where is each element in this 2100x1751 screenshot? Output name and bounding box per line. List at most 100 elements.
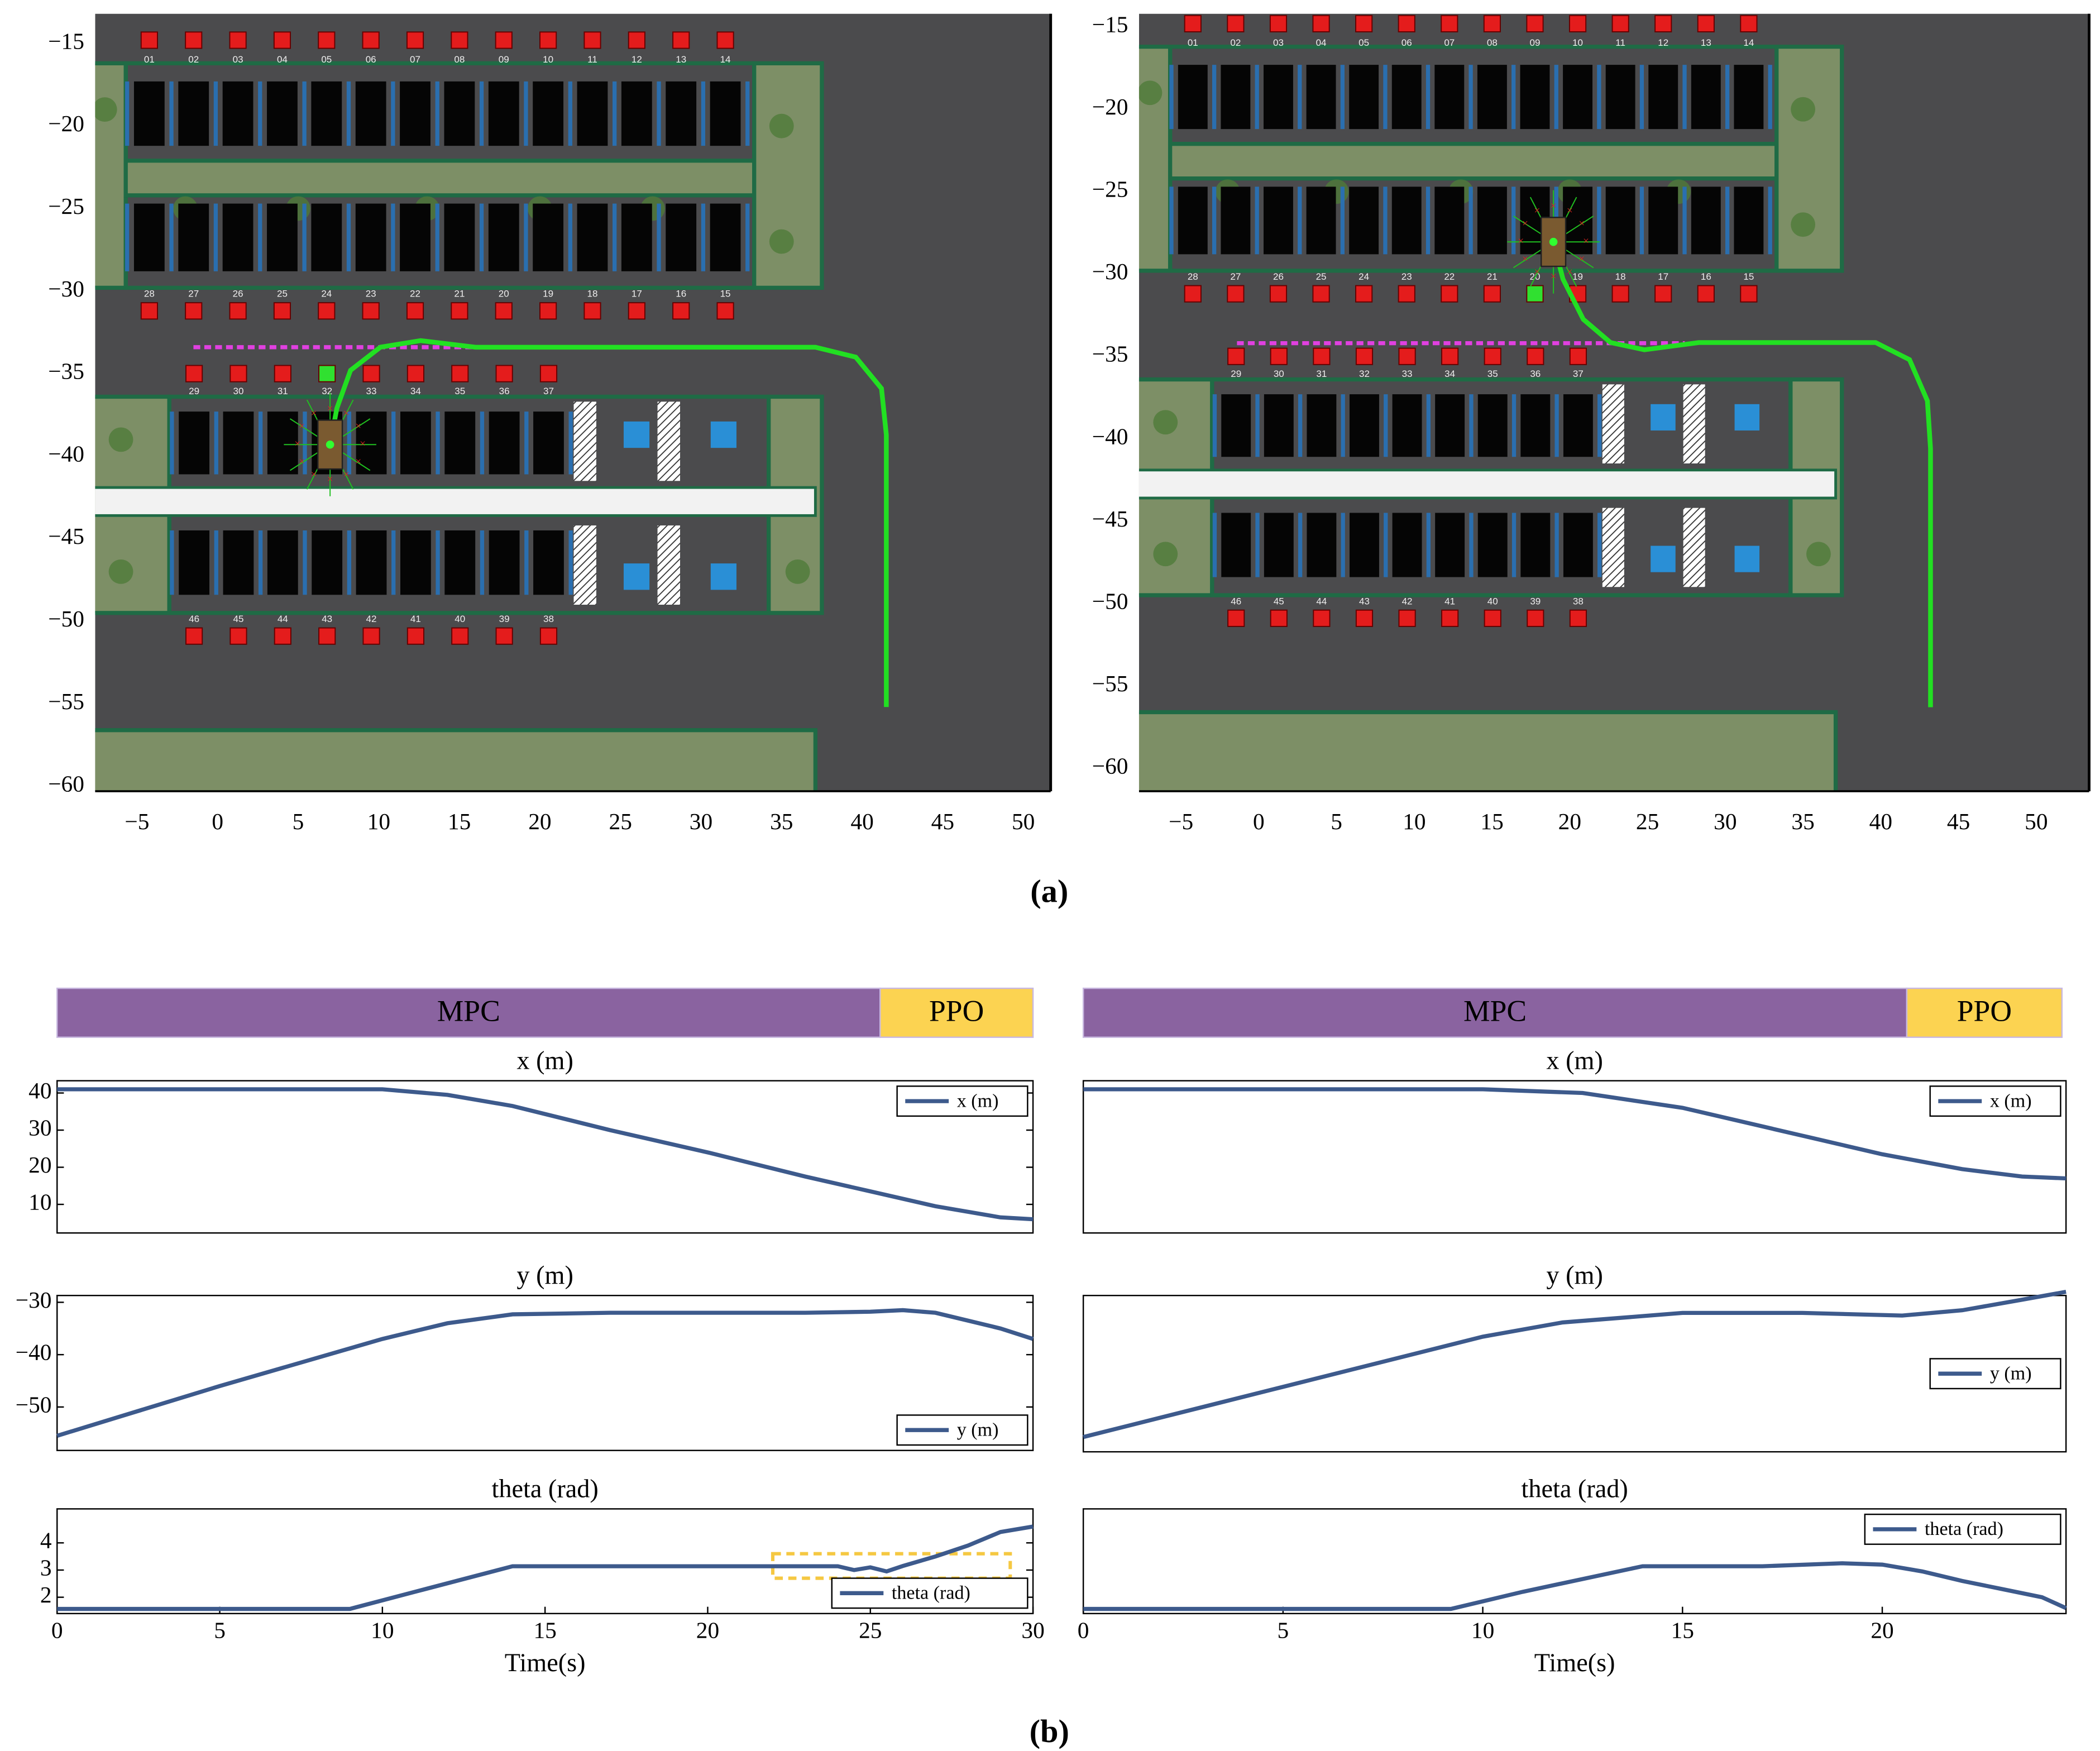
phase-label: MPC [437, 994, 500, 1028]
spot-marker [539, 365, 558, 382]
parked-car [1520, 513, 1551, 577]
spot-marker [140, 302, 158, 320]
y-tick-label: −45 [1092, 506, 1128, 532]
spot-marker [185, 302, 203, 320]
spot-label: 34 [1444, 369, 1455, 379]
spot-marker [1441, 15, 1458, 32]
spot-marker [229, 365, 247, 382]
y-tick-label: −35 [1092, 341, 1128, 367]
plot-title: theta (rad) [491, 1475, 598, 1503]
spot-marker [1569, 347, 1587, 365]
spot-marker [1398, 609, 1416, 627]
parked-car [133, 81, 165, 146]
x-axis-label: Time(s) [1534, 1649, 1615, 1677]
spot-label: 17 [1658, 271, 1668, 282]
spot-marker [362, 302, 380, 320]
spot-marker [1313, 347, 1331, 365]
parked-car [1306, 65, 1336, 130]
spot-label: 15 [720, 289, 731, 299]
parked-car [533, 81, 564, 146]
spot-marker [1227, 347, 1245, 365]
spot-label: 02 [188, 54, 199, 65]
tree [1153, 410, 1178, 435]
y-tick-label: −30 [48, 276, 84, 302]
spot-label: 27 [1230, 271, 1241, 282]
spot-marker [1270, 609, 1288, 627]
spot-marker [1526, 15, 1544, 32]
spot-label: 21 [1487, 271, 1498, 282]
spot-label: 30 [1274, 369, 1284, 379]
spot-label: 42 [1402, 596, 1413, 606]
vehicle-center [1549, 237, 1558, 246]
spot-label: 14 [1743, 37, 1754, 48]
spot-marker [495, 302, 513, 320]
spot-label: 36 [1530, 369, 1541, 379]
spot-marker [318, 31, 336, 49]
parked-car [1563, 394, 1593, 457]
tree [108, 559, 133, 584]
spot-marker [451, 627, 469, 645]
y-tick-label: −20 [1092, 94, 1128, 119]
x-tick-label: 20 [696, 1617, 719, 1643]
tree [1791, 212, 1816, 237]
spot-label: 03 [1273, 37, 1284, 48]
spot-marker [406, 365, 424, 382]
parked-car [133, 203, 165, 271]
parked-car [1350, 394, 1379, 457]
sensor-hit: × [343, 469, 350, 481]
caption-b: (b) [1030, 1713, 1069, 1749]
spot-label: 18 [1615, 271, 1626, 282]
spot-marker [1441, 609, 1459, 627]
plot-title: x (m) [516, 1047, 573, 1075]
parked-car [1264, 513, 1294, 577]
y-tick-label: −60 [48, 771, 84, 797]
spot-label: 20 [499, 289, 509, 299]
spot-label: 16 [676, 289, 686, 299]
parked-car [710, 81, 741, 146]
spot-label: 06 [1401, 37, 1412, 48]
parked-car [267, 530, 298, 595]
spot-label: 10 [543, 54, 553, 65]
x-tick-label: −5 [1169, 808, 1193, 834]
accessible-sign [623, 421, 650, 448]
spot-label: 08 [1487, 37, 1498, 48]
x-tick-label: 0 [212, 808, 223, 834]
series-line [57, 1524, 1034, 1611]
parked-car [356, 530, 387, 595]
spot-marker [1483, 285, 1501, 303]
spot-label: 32 [322, 386, 332, 396]
series-line [1083, 1289, 2066, 1439]
spot-marker [672, 302, 690, 320]
spot-marker [1227, 609, 1245, 627]
parked-car [355, 203, 386, 271]
grass [95, 61, 128, 290]
grass [123, 159, 757, 198]
x-axis-label: Time(s) [505, 1649, 586, 1677]
tree [1139, 80, 1163, 106]
spot-marker [1611, 15, 1629, 32]
spot-label: 04 [277, 54, 288, 65]
spot-label: 05 [321, 54, 332, 65]
spot-marker [1568, 15, 1587, 32]
x-tick-label: 10 [1471, 1617, 1494, 1643]
parked-car [1392, 513, 1422, 577]
x-tick-label: 30 [690, 808, 712, 834]
spot-label: 35 [455, 386, 465, 396]
x-tick-label: 45 [931, 808, 954, 834]
plot-frame [1082, 1294, 2067, 1453]
spot-marker [273, 31, 291, 49]
spot-label: 22 [410, 289, 420, 299]
spot-marker [628, 31, 645, 49]
spot-marker [1313, 609, 1331, 627]
legend-label: theta (rad) [1925, 1519, 2003, 1539]
spot-label: 09 [499, 54, 509, 65]
x-tick-label: 50 [1012, 808, 1035, 834]
parked-car [1691, 65, 1721, 130]
spot-label: 24 [1358, 271, 1369, 282]
parked-car [1477, 513, 1508, 577]
x-tick-label: 5 [214, 1617, 226, 1643]
parked-car [1264, 186, 1293, 255]
parked-car [178, 203, 209, 271]
x-tick-label: −5 [125, 808, 149, 834]
y-tick-label: −50 [16, 1391, 52, 1417]
